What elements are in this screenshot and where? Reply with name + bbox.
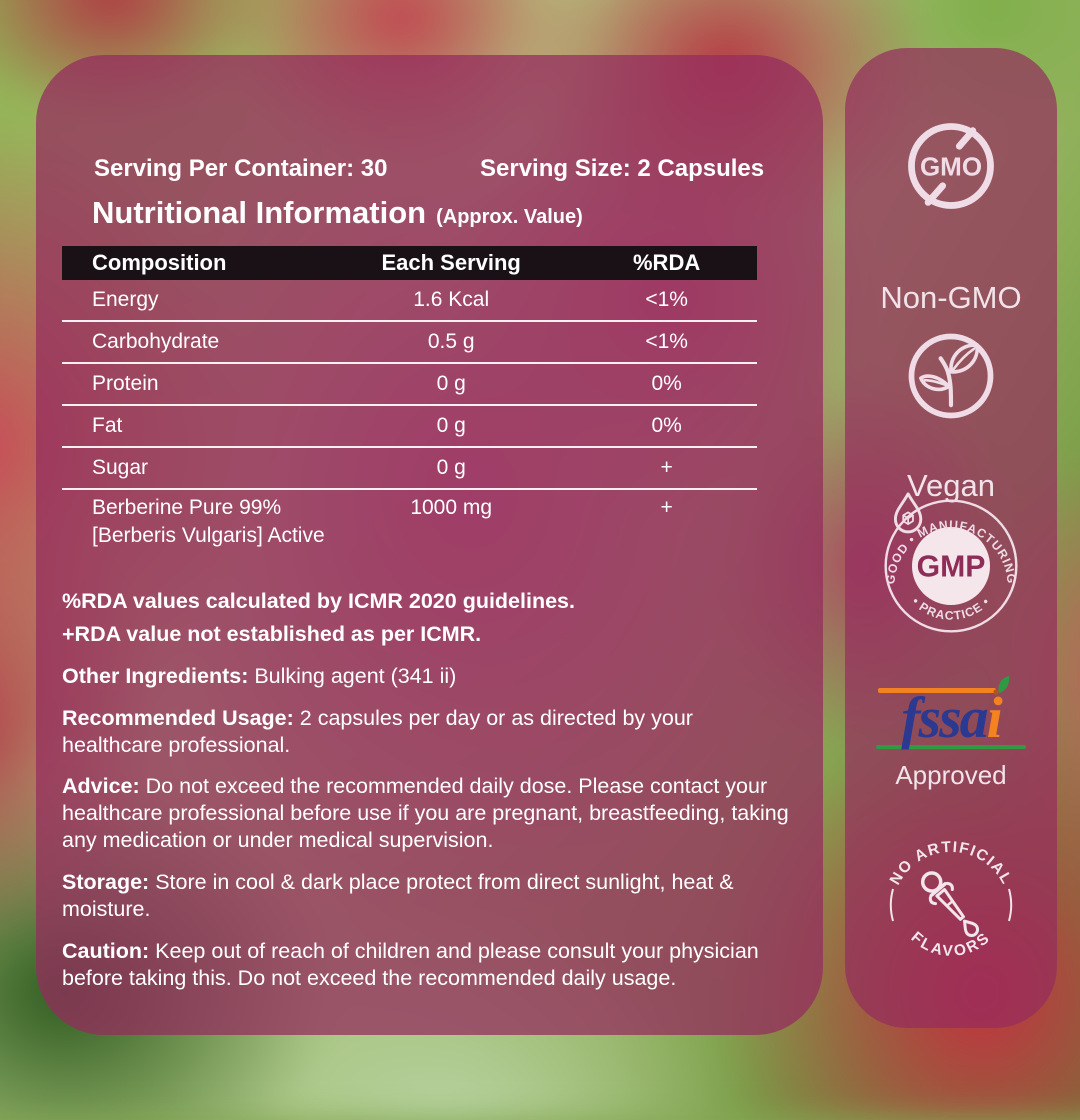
sprout-icon: [908, 333, 994, 419]
no-artificial-flavors-badge: NO ARTIFICIAL FLAVORS: [845, 825, 1057, 985]
row-rda: <1%: [645, 288, 688, 311]
naf-arc-top-text: NO ARTIFICIAL: [887, 839, 1014, 888]
fssai-leaf-icon: [993, 676, 1009, 695]
notes-block: %RDA values calculated by ICMR 2020 guid…: [62, 588, 792, 1007]
col-rda: %RDA: [633, 250, 701, 275]
table-header: Composition Each Serving %RDA: [62, 246, 757, 280]
fssai-logo: fssai: [901, 676, 1009, 747]
note-caution: Caution: Keep out of reach of children a…: [62, 938, 759, 990]
row-name-line1: Berberine Pure 99%: [92, 496, 282, 519]
fssai-letter-i: i: [986, 685, 1003, 750]
svg-text:FLAVORS: FLAVORS: [908, 929, 995, 960]
gmo-crossed-icon: GMO: [908, 123, 994, 209]
title-note: (Approx. Value): [436, 206, 583, 228]
row-name: Berberine Pure 99% [Berberis Vulgaris] A…: [62, 496, 326, 548]
fssai-approved-label: Approved: [895, 760, 1007, 790]
gmo-icon-text: GMO: [920, 151, 982, 181]
non-gmo-badge: GMO: [845, 114, 1057, 218]
table-row: Protein 0 g 0%: [62, 364, 757, 406]
table-row: Carbohydrate 0.5 g <1%: [62, 322, 757, 364]
gmp-badge: GOOD • MANUFACTURING • PRACTICE • GMP: [845, 488, 1057, 644]
row-name-line2: [Berberis Vulgaris] Active: [92, 524, 325, 547]
svg-text:NO ARTIFICIAL: NO ARTIFICIAL: [887, 839, 1016, 888]
gmp-center-text: GMP: [917, 551, 986, 584]
note-rda-guideline: %RDA values calculated by ICMR 2020 guid…: [62, 589, 575, 613]
row-rda: 0%: [651, 372, 682, 395]
gmp-drop-icon: [893, 492, 923, 534]
row-serving: 0.5 g: [427, 330, 475, 353]
row-serving: 0 g: [436, 456, 466, 479]
col-each-serving: Each Serving: [381, 250, 521, 275]
page-title: Nutritional Information: [92, 195, 427, 230]
note-other-ingredients: Other Ingredients: Bulking agent (341 ii…: [62, 663, 457, 688]
gmp-seal-icon: GOOD • MANUFACTURING • PRACTICE • GMP: [883, 492, 1018, 633]
vegan-badge: [845, 324, 1057, 428]
dropper-icon: [920, 871, 980, 937]
note-advice: Advice: Do not exceed the recommended da…: [62, 774, 789, 853]
table-row: Energy 1.6 Kcal <1%: [62, 280, 757, 322]
row-serving: 0 g: [436, 372, 466, 395]
note-storage: Storage: Store in cool & dark place prot…: [62, 870, 734, 921]
note-rda-not-established: +RDA value not established as per ICMR.: [62, 621, 482, 646]
fssai-orange-bar: [878, 688, 996, 693]
row-name: Sugar: [92, 456, 149, 479]
row-rda: +: [660, 456, 673, 479]
naf-arc-bottom-text: FLAVORS: [908, 929, 992, 960]
table-row: Sugar 0 g +: [62, 448, 757, 490]
nutrition-table: Composition Each Serving %RDA Energy 1.6…: [62, 246, 757, 568]
row-rda: +: [660, 496, 673, 519]
row-name: Energy: [92, 288, 159, 311]
row-name: Carbohydrate: [92, 330, 220, 353]
nutrition-panel: Serving Per Container: 30 Serving Size: …: [36, 55, 823, 1035]
row-name: Protein: [92, 372, 159, 395]
badges-panel: GMO Non-GMO Vegan GOOD • MANUFACTURING: [845, 48, 1057, 1028]
row-name: Fat: [92, 414, 123, 437]
note-recommended-usage: Recommended Usage: 2 capsules per day or…: [62, 705, 693, 757]
fssai-badge: fssai: [845, 676, 1057, 749]
non-gmo-label: Non-GMO: [880, 280, 1022, 315]
row-serving: 1000 mg: [410, 496, 493, 519]
row-serving: 0 g: [436, 414, 466, 437]
table-row: Fat 0 g 0%: [62, 406, 757, 448]
row-rda: <1%: [645, 330, 688, 353]
serving-per-container: Serving Per Container: 30: [94, 155, 388, 182]
vegan-label: Vegan: [907, 468, 995, 503]
row-rda: 0%: [651, 414, 682, 437]
serving-size: Serving Size: 2 Capsules: [480, 155, 765, 182]
col-composition: Composition: [92, 250, 227, 275]
table-row: Berberine Pure 99% [Berberis Vulgaris] A…: [62, 490, 757, 568]
no-artificial-flavors-icon: NO ARTIFICIAL FLAVORS: [887, 839, 1016, 960]
fssai-word-blue: fssa: [901, 685, 988, 750]
row-serving: 1.6 Kcal: [413, 288, 490, 311]
fssai-green-bar: [876, 745, 1026, 749]
nutritional-information-title: Nutritional Information (Approx. Value): [92, 195, 583, 231]
